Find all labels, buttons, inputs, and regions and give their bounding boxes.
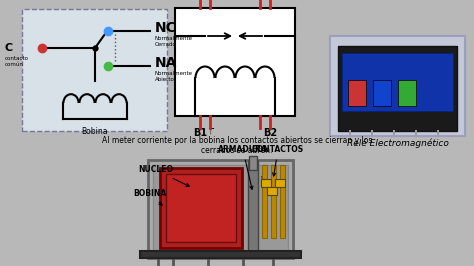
Bar <box>160 168 242 248</box>
Text: NO: NO <box>280 176 286 180</box>
Bar <box>261 179 271 187</box>
Text: Normalmente
Cerrado: Normalmente Cerrado <box>155 36 193 47</box>
Text: Normalmente
Abierto: Normalmente Abierto <box>155 71 193 82</box>
Bar <box>153 165 288 253</box>
Bar <box>140 251 301 258</box>
Bar <box>398 80 416 106</box>
Bar <box>373 80 391 106</box>
Bar <box>342 53 453 111</box>
Text: NC: NC <box>155 21 177 35</box>
Bar <box>280 165 285 238</box>
Bar <box>248 160 258 255</box>
Text: ARMADURA: ARMADURA <box>218 146 268 189</box>
Text: NUCLEO: NUCLEO <box>138 165 189 186</box>
Text: CONTACTOS: CONTACTOS <box>252 146 304 176</box>
Text: NA: NA <box>155 56 177 70</box>
Text: B2: B2 <box>263 128 277 138</box>
Bar <box>262 165 267 238</box>
Bar <box>166 174 236 242</box>
Text: B1: B1 <box>193 128 207 138</box>
Text: C: C <box>5 43 13 53</box>
Bar <box>330 36 465 136</box>
Bar <box>338 46 457 131</box>
Bar <box>148 160 293 258</box>
Bar <box>249 156 257 170</box>
Text: Al meter corriente por la bobina los contactos abiertos se cierran y los
cerrado: Al meter corriente por la bobina los con… <box>102 136 372 155</box>
Text: BOBINA: BOBINA <box>133 189 166 205</box>
Bar <box>275 179 285 187</box>
Text: Relé Electromagnético: Relé Electromagnético <box>346 139 448 148</box>
Text: $\frac{\circ}{|}$: $\frac{\circ}{|}$ <box>208 124 213 138</box>
Text: Bobina: Bobina <box>82 127 108 136</box>
Text: C: C <box>271 186 273 190</box>
Bar <box>267 187 277 195</box>
Bar <box>22 9 167 131</box>
Bar <box>271 165 276 238</box>
Bar <box>348 80 366 106</box>
Text: contacto
común: contacto común <box>5 56 29 67</box>
Bar <box>175 8 295 116</box>
Text: NC: NC <box>261 176 267 180</box>
